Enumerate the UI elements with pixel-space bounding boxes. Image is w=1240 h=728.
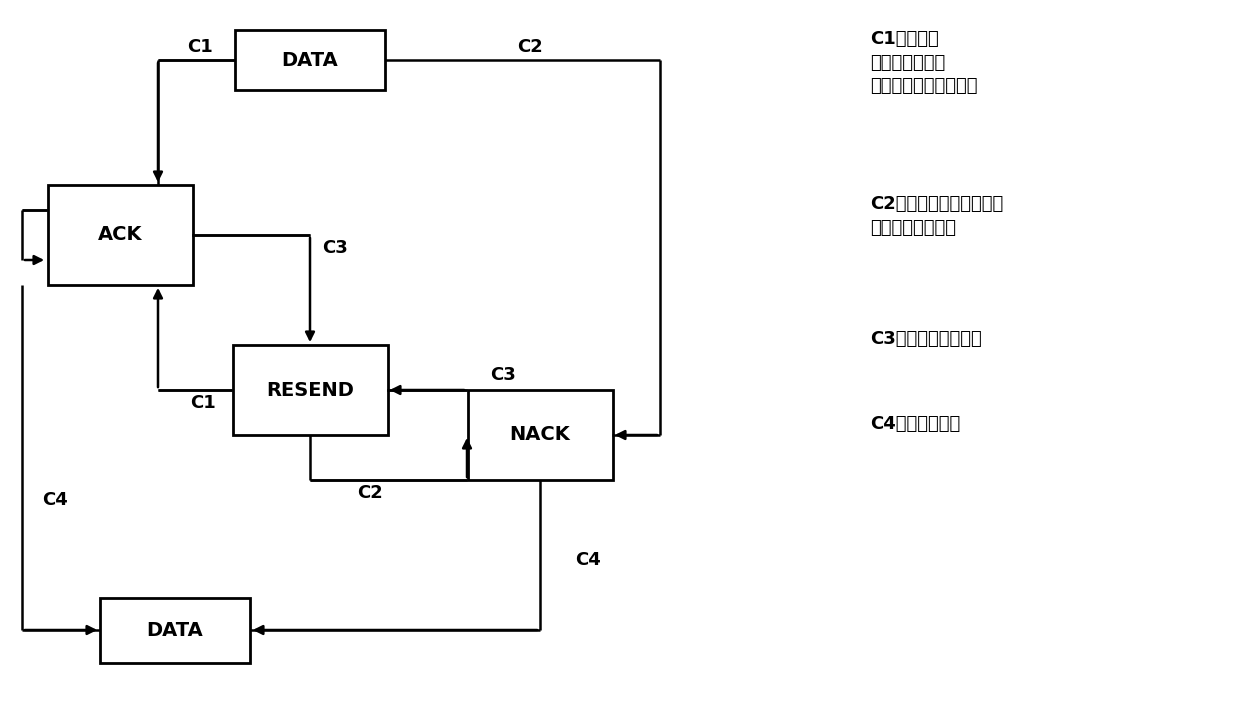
Bar	[467, 390, 613, 480]
Text: C2: C2	[517, 38, 543, 56]
Text: C4: C4	[42, 491, 68, 509]
Text: C3：没有收到应答帧: C3：没有收到应答帧	[870, 330, 982, 348]
Bar	[233, 345, 387, 435]
Text: DATA: DATA	[146, 620, 203, 639]
Bar	[236, 30, 384, 90]
Text: DATA: DATA	[281, 50, 339, 69]
Text: C3: C3	[490, 366, 516, 384]
Bar	[100, 598, 250, 662]
Bar	[47, 185, 192, 285]
Text: C2: C2	[357, 484, 383, 502]
Text: C4: C4	[575, 551, 600, 569]
Text: RESEND: RESEND	[267, 381, 353, 400]
Text: ACK: ACK	[98, 226, 143, 245]
Text: C1：接收到
校验正确数据或
两个字节的零数据开头: C1：接收到 校验正确数据或 两个字节的零数据开头	[870, 30, 977, 95]
Text: C2：接收应答帧或校验错
误数据或非应答帧: C2：接收应答帧或校验错 误数据或非应答帧	[870, 195, 1003, 237]
Text: C1: C1	[190, 394, 216, 412]
Text: C4：收到应答帧: C4：收到应答帧	[870, 415, 960, 433]
Text: C3: C3	[322, 239, 347, 257]
Text: C1: C1	[187, 38, 213, 56]
Text: NACK: NACK	[510, 425, 570, 445]
